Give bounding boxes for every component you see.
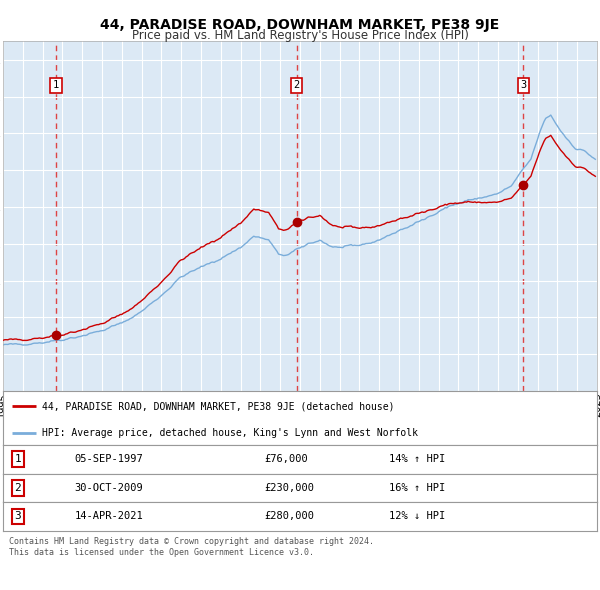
Text: 14-APR-2021: 14-APR-2021	[74, 512, 143, 522]
Text: 44, PARADISE ROAD, DOWNHAM MARKET, PE38 9JE (detached house): 44, PARADISE ROAD, DOWNHAM MARKET, PE38 …	[41, 401, 394, 411]
Text: £230,000: £230,000	[265, 483, 314, 493]
Text: 3: 3	[14, 512, 21, 522]
Text: 3: 3	[520, 80, 527, 90]
Text: Contains HM Land Registry data © Crown copyright and database right 2024.
This d: Contains HM Land Registry data © Crown c…	[9, 537, 374, 557]
Text: 1: 1	[53, 80, 59, 90]
Text: 16% ↑ HPI: 16% ↑ HPI	[389, 483, 445, 493]
Text: 05-SEP-1997: 05-SEP-1997	[74, 454, 143, 464]
Text: 2: 2	[293, 80, 300, 90]
Text: Price paid vs. HM Land Registry's House Price Index (HPI): Price paid vs. HM Land Registry's House …	[131, 30, 469, 42]
Text: £76,000: £76,000	[265, 454, 308, 464]
Text: 14% ↑ HPI: 14% ↑ HPI	[389, 454, 445, 464]
Text: 12% ↓ HPI: 12% ↓ HPI	[389, 512, 445, 522]
Text: 44, PARADISE ROAD, DOWNHAM MARKET, PE38 9JE: 44, PARADISE ROAD, DOWNHAM MARKET, PE38 …	[100, 18, 500, 32]
Text: 1: 1	[14, 454, 21, 464]
Text: 30-OCT-2009: 30-OCT-2009	[74, 483, 143, 493]
Text: £280,000: £280,000	[265, 512, 314, 522]
Text: 2: 2	[14, 483, 21, 493]
Text: HPI: Average price, detached house, King's Lynn and West Norfolk: HPI: Average price, detached house, King…	[41, 428, 418, 438]
